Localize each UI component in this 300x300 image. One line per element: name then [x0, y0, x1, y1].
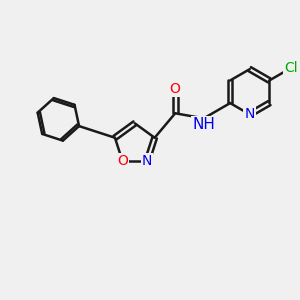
Text: NH: NH [192, 117, 215, 132]
Text: O: O [117, 154, 128, 168]
Text: N: N [244, 107, 255, 122]
Text: Cl: Cl [284, 61, 298, 75]
Text: O: O [170, 82, 181, 96]
Text: N: N [142, 154, 152, 168]
